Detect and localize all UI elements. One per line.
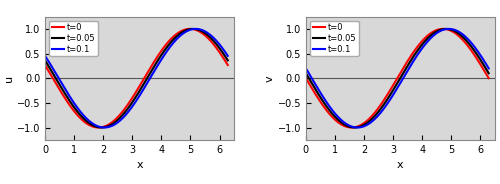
t=0.05 — [60, 90, 66, 93]
X-axis label: x: x — [136, 160, 143, 170]
t=0.05 — [190, 28, 196, 30]
t=0 — [42, 64, 48, 66]
Line: t=0.1: t=0.1 — [306, 29, 488, 128]
Y-axis label: u: u — [4, 75, 14, 82]
Line: t=0.05: t=0.05 — [306, 29, 488, 128]
t=0.1 — [377, 112, 383, 114]
t=0.05 — [122, 110, 128, 112]
t=0 — [428, 31, 434, 34]
t=0.05 — [42, 59, 48, 61]
t=0.1 — [486, 67, 492, 70]
t=0.05 — [446, 28, 452, 30]
t=0.1 — [168, 45, 173, 47]
Legend: t=0, t=0.05, t=0.1: t=0, t=0.05, t=0.1 — [49, 21, 98, 56]
t=0 — [116, 115, 122, 117]
t=0 — [486, 77, 492, 79]
t=0.1 — [184, 30, 190, 32]
t=0.05 — [168, 41, 173, 44]
t=0.1 — [354, 126, 360, 129]
t=0.1 — [446, 28, 452, 30]
t=0 — [96, 126, 102, 129]
t=0 — [440, 28, 446, 30]
t=0.05 — [486, 72, 492, 74]
t=0.1 — [446, 28, 452, 30]
Line: t=0: t=0 — [45, 29, 228, 128]
t=0.05 — [98, 126, 104, 129]
t=0 — [225, 64, 231, 66]
t=0.05 — [384, 99, 390, 102]
t=0 — [122, 107, 128, 109]
t=0 — [303, 77, 309, 79]
t=0.05 — [377, 109, 383, 111]
t=0.05 — [184, 29, 190, 31]
Legend: t=0, t=0.05, t=0.1: t=0, t=0.05, t=0.1 — [310, 21, 358, 56]
t=0 — [384, 95, 390, 97]
t=0.05 — [188, 28, 194, 30]
Line: t=0.05: t=0.05 — [45, 29, 228, 128]
X-axis label: x: x — [397, 160, 404, 170]
t=0.05 — [443, 28, 449, 30]
t=0.1 — [193, 28, 199, 30]
t=0 — [377, 105, 383, 107]
t=0.05 — [225, 59, 231, 61]
t=0.05 — [428, 34, 434, 36]
t=0 — [446, 29, 452, 31]
t=0.1 — [449, 28, 455, 30]
t=0.1 — [428, 36, 434, 38]
t=0.05 — [449, 29, 455, 31]
t=0 — [168, 38, 173, 40]
t=0.1 — [303, 67, 309, 70]
Line: t=0: t=0 — [306, 29, 488, 128]
t=0.05 — [322, 102, 328, 105]
t=0.1 — [102, 126, 107, 129]
t=0 — [60, 95, 66, 97]
Y-axis label: v: v — [265, 75, 275, 82]
t=0.05 — [303, 72, 309, 74]
t=0.1 — [225, 55, 231, 57]
t=0.1 — [116, 120, 122, 122]
t=0 — [187, 28, 193, 30]
t=0.1 — [122, 114, 128, 116]
t=0 — [348, 126, 354, 129]
t=0.1 — [60, 86, 66, 88]
t=0.05 — [352, 126, 358, 129]
t=0.05 — [116, 118, 122, 120]
t=0 — [322, 107, 328, 109]
t=0.1 — [188, 29, 194, 31]
t=0 — [449, 30, 455, 32]
t=0 — [188, 28, 194, 30]
t=0.1 — [322, 98, 328, 100]
t=0.1 — [42, 55, 48, 57]
Line: t=0.1: t=0.1 — [45, 29, 228, 128]
t=0 — [184, 28, 190, 30]
t=0.1 — [384, 104, 390, 106]
